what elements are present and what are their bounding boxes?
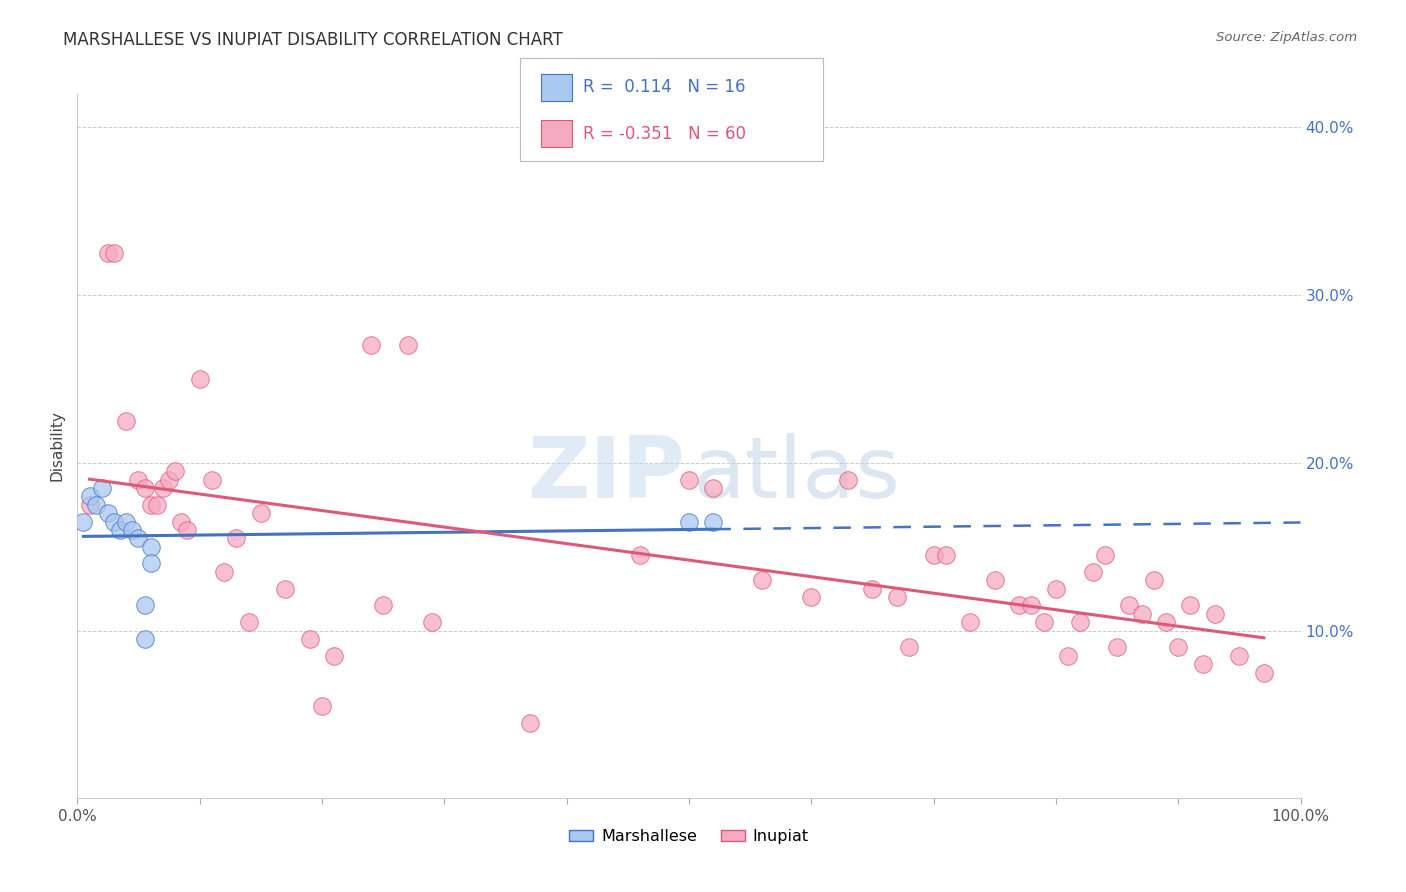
- Point: [72, 515, 94, 529]
- Point: [1191, 657, 1213, 672]
- Text: Source: ZipAtlas.com: Source: ZipAtlas.com: [1216, 31, 1357, 45]
- Point: [1204, 607, 1226, 621]
- Point: [678, 515, 700, 529]
- Point: [898, 640, 921, 655]
- Point: [360, 338, 382, 352]
- Legend: Marshallese, Inupiat: Marshallese, Inupiat: [562, 822, 815, 850]
- Point: [238, 615, 260, 630]
- Point: [371, 599, 394, 613]
- Text: MARSHALLESE VS INUPIAT DISABILITY CORRELATION CHART: MARSHALLESE VS INUPIAT DISABILITY CORREL…: [63, 31, 562, 49]
- Point: [212, 565, 235, 579]
- Text: atlas: atlas: [693, 433, 901, 516]
- Point: [79, 489, 101, 503]
- Y-axis label: Disability: Disability: [49, 410, 65, 482]
- Point: [1081, 565, 1104, 579]
- Point: [103, 515, 125, 529]
- Point: [201, 473, 224, 487]
- Point: [165, 464, 187, 478]
- Point: [751, 573, 773, 587]
- Point: [188, 372, 211, 386]
- Point: [134, 599, 156, 613]
- Point: [103, 246, 125, 260]
- Point: [1180, 599, 1202, 613]
- Point: [837, 473, 859, 487]
- Point: [298, 632, 321, 646]
- Text: R =  0.114   N = 16: R = 0.114 N = 16: [583, 78, 747, 96]
- Point: [935, 548, 957, 562]
- Point: [1021, 599, 1043, 613]
- Point: [139, 498, 162, 512]
- Point: [678, 473, 700, 487]
- Point: [84, 498, 107, 512]
- Point: [121, 523, 143, 537]
- Point: [1154, 615, 1177, 630]
- Point: [134, 481, 156, 495]
- Point: [157, 473, 180, 487]
- Point: [800, 590, 823, 604]
- Point: [115, 414, 138, 428]
- Point: [922, 548, 945, 562]
- Point: [702, 515, 724, 529]
- Point: [311, 699, 333, 714]
- Point: [1069, 615, 1091, 630]
- Point: [79, 498, 101, 512]
- Point: [176, 523, 198, 537]
- Point: [1045, 582, 1067, 596]
- Point: [628, 548, 651, 562]
- Point: [139, 557, 162, 571]
- Point: [1057, 648, 1080, 663]
- Point: [984, 573, 1007, 587]
- Point: [139, 540, 162, 554]
- Point: [1118, 599, 1140, 613]
- Point: [959, 615, 981, 630]
- Point: [420, 615, 443, 630]
- Point: [1143, 573, 1166, 587]
- Point: [146, 498, 169, 512]
- Point: [1253, 665, 1275, 680]
- Point: [170, 515, 193, 529]
- Point: [250, 506, 273, 520]
- Point: [1107, 640, 1129, 655]
- Point: [127, 473, 149, 487]
- Point: [886, 590, 908, 604]
- Point: [274, 582, 297, 596]
- Point: [862, 582, 884, 596]
- Point: [1008, 599, 1031, 613]
- Point: [1130, 607, 1153, 621]
- Point: [97, 506, 120, 520]
- Point: [115, 515, 138, 529]
- Text: ZIP: ZIP: [527, 433, 685, 516]
- Point: [90, 481, 112, 495]
- Point: [1229, 648, 1251, 663]
- Point: [108, 523, 131, 537]
- Point: [225, 531, 247, 545]
- Point: [519, 715, 541, 730]
- Point: [323, 648, 346, 663]
- Point: [396, 338, 419, 352]
- Point: [1167, 640, 1189, 655]
- Point: [152, 481, 174, 495]
- Point: [97, 246, 120, 260]
- Point: [134, 632, 156, 646]
- Point: [127, 531, 149, 545]
- Point: [1032, 615, 1054, 630]
- Point: [1094, 548, 1116, 562]
- Text: R = -0.351   N = 60: R = -0.351 N = 60: [583, 125, 747, 143]
- Point: [702, 481, 724, 495]
